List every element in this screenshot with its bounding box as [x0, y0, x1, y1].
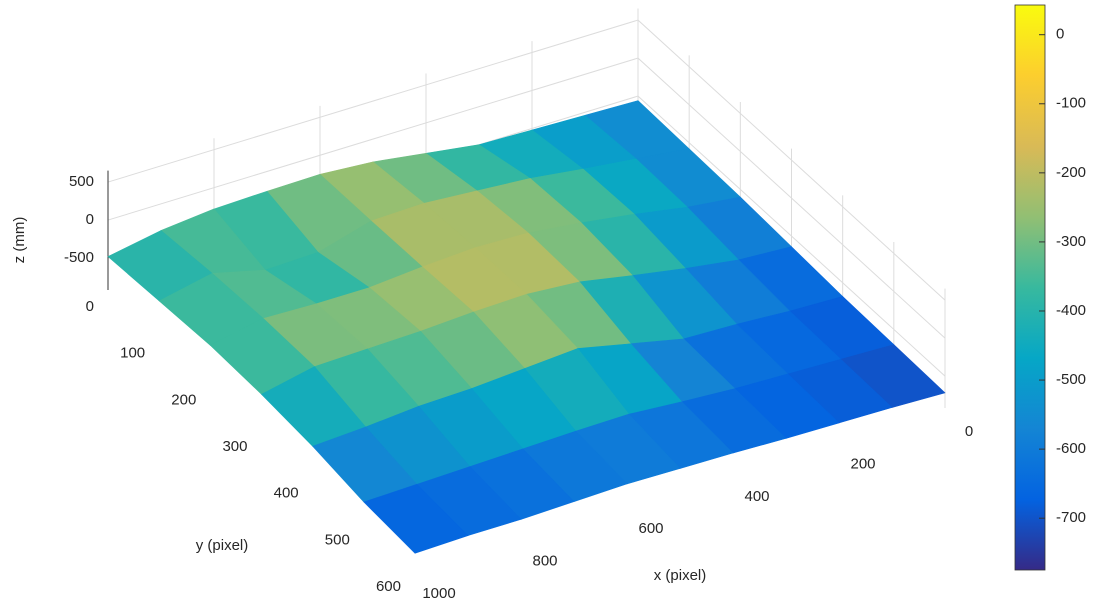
- y-tick-label: 100: [120, 345, 145, 362]
- colorbar-tick-label: -400: [1056, 302, 1086, 319]
- y-tick-label: 600: [376, 578, 401, 595]
- y-tick-label: 200: [171, 391, 196, 408]
- colorbar-tick-label: -300: [1056, 233, 1086, 250]
- x-tick-label: 600: [638, 520, 663, 537]
- colorbar-tick-label: -200: [1056, 164, 1086, 181]
- colorbar-tick-label: -100: [1056, 95, 1086, 112]
- colorbar-tick-label: -600: [1056, 440, 1086, 457]
- x-tick-label: 800: [532, 553, 557, 570]
- x-tick-label: 400: [744, 488, 769, 505]
- z-tick-label: 500: [69, 173, 94, 190]
- grid-line: [107, 19, 946, 301]
- x-tick-label: 200: [850, 455, 875, 472]
- colorbar-tick-label: -500: [1056, 371, 1086, 388]
- z-tick-label: 0: [86, 211, 94, 228]
- z-axis-label: z (mm): [11, 217, 28, 264]
- y-tick-label: 0: [86, 298, 94, 315]
- y-tick-label: 400: [274, 485, 299, 502]
- y-tick-label: 500: [325, 531, 350, 548]
- colorbar-tick-label: -700: [1056, 509, 1086, 526]
- x-axis-label: x (pixel): [654, 567, 707, 584]
- z-tick-label: -500: [64, 249, 94, 266]
- colorbar-tick-label: 0: [1056, 26, 1064, 43]
- grid-line: [107, 57, 946, 339]
- colorbar: [1014, 4, 1046, 571]
- y-tick-label: 300: [222, 438, 247, 455]
- y-axis-label: y (pixel): [196, 537, 249, 554]
- surface-patch: [363, 483, 469, 554]
- x-tick-label: 0: [965, 423, 973, 440]
- x-tick-label: 1000: [422, 585, 455, 598]
